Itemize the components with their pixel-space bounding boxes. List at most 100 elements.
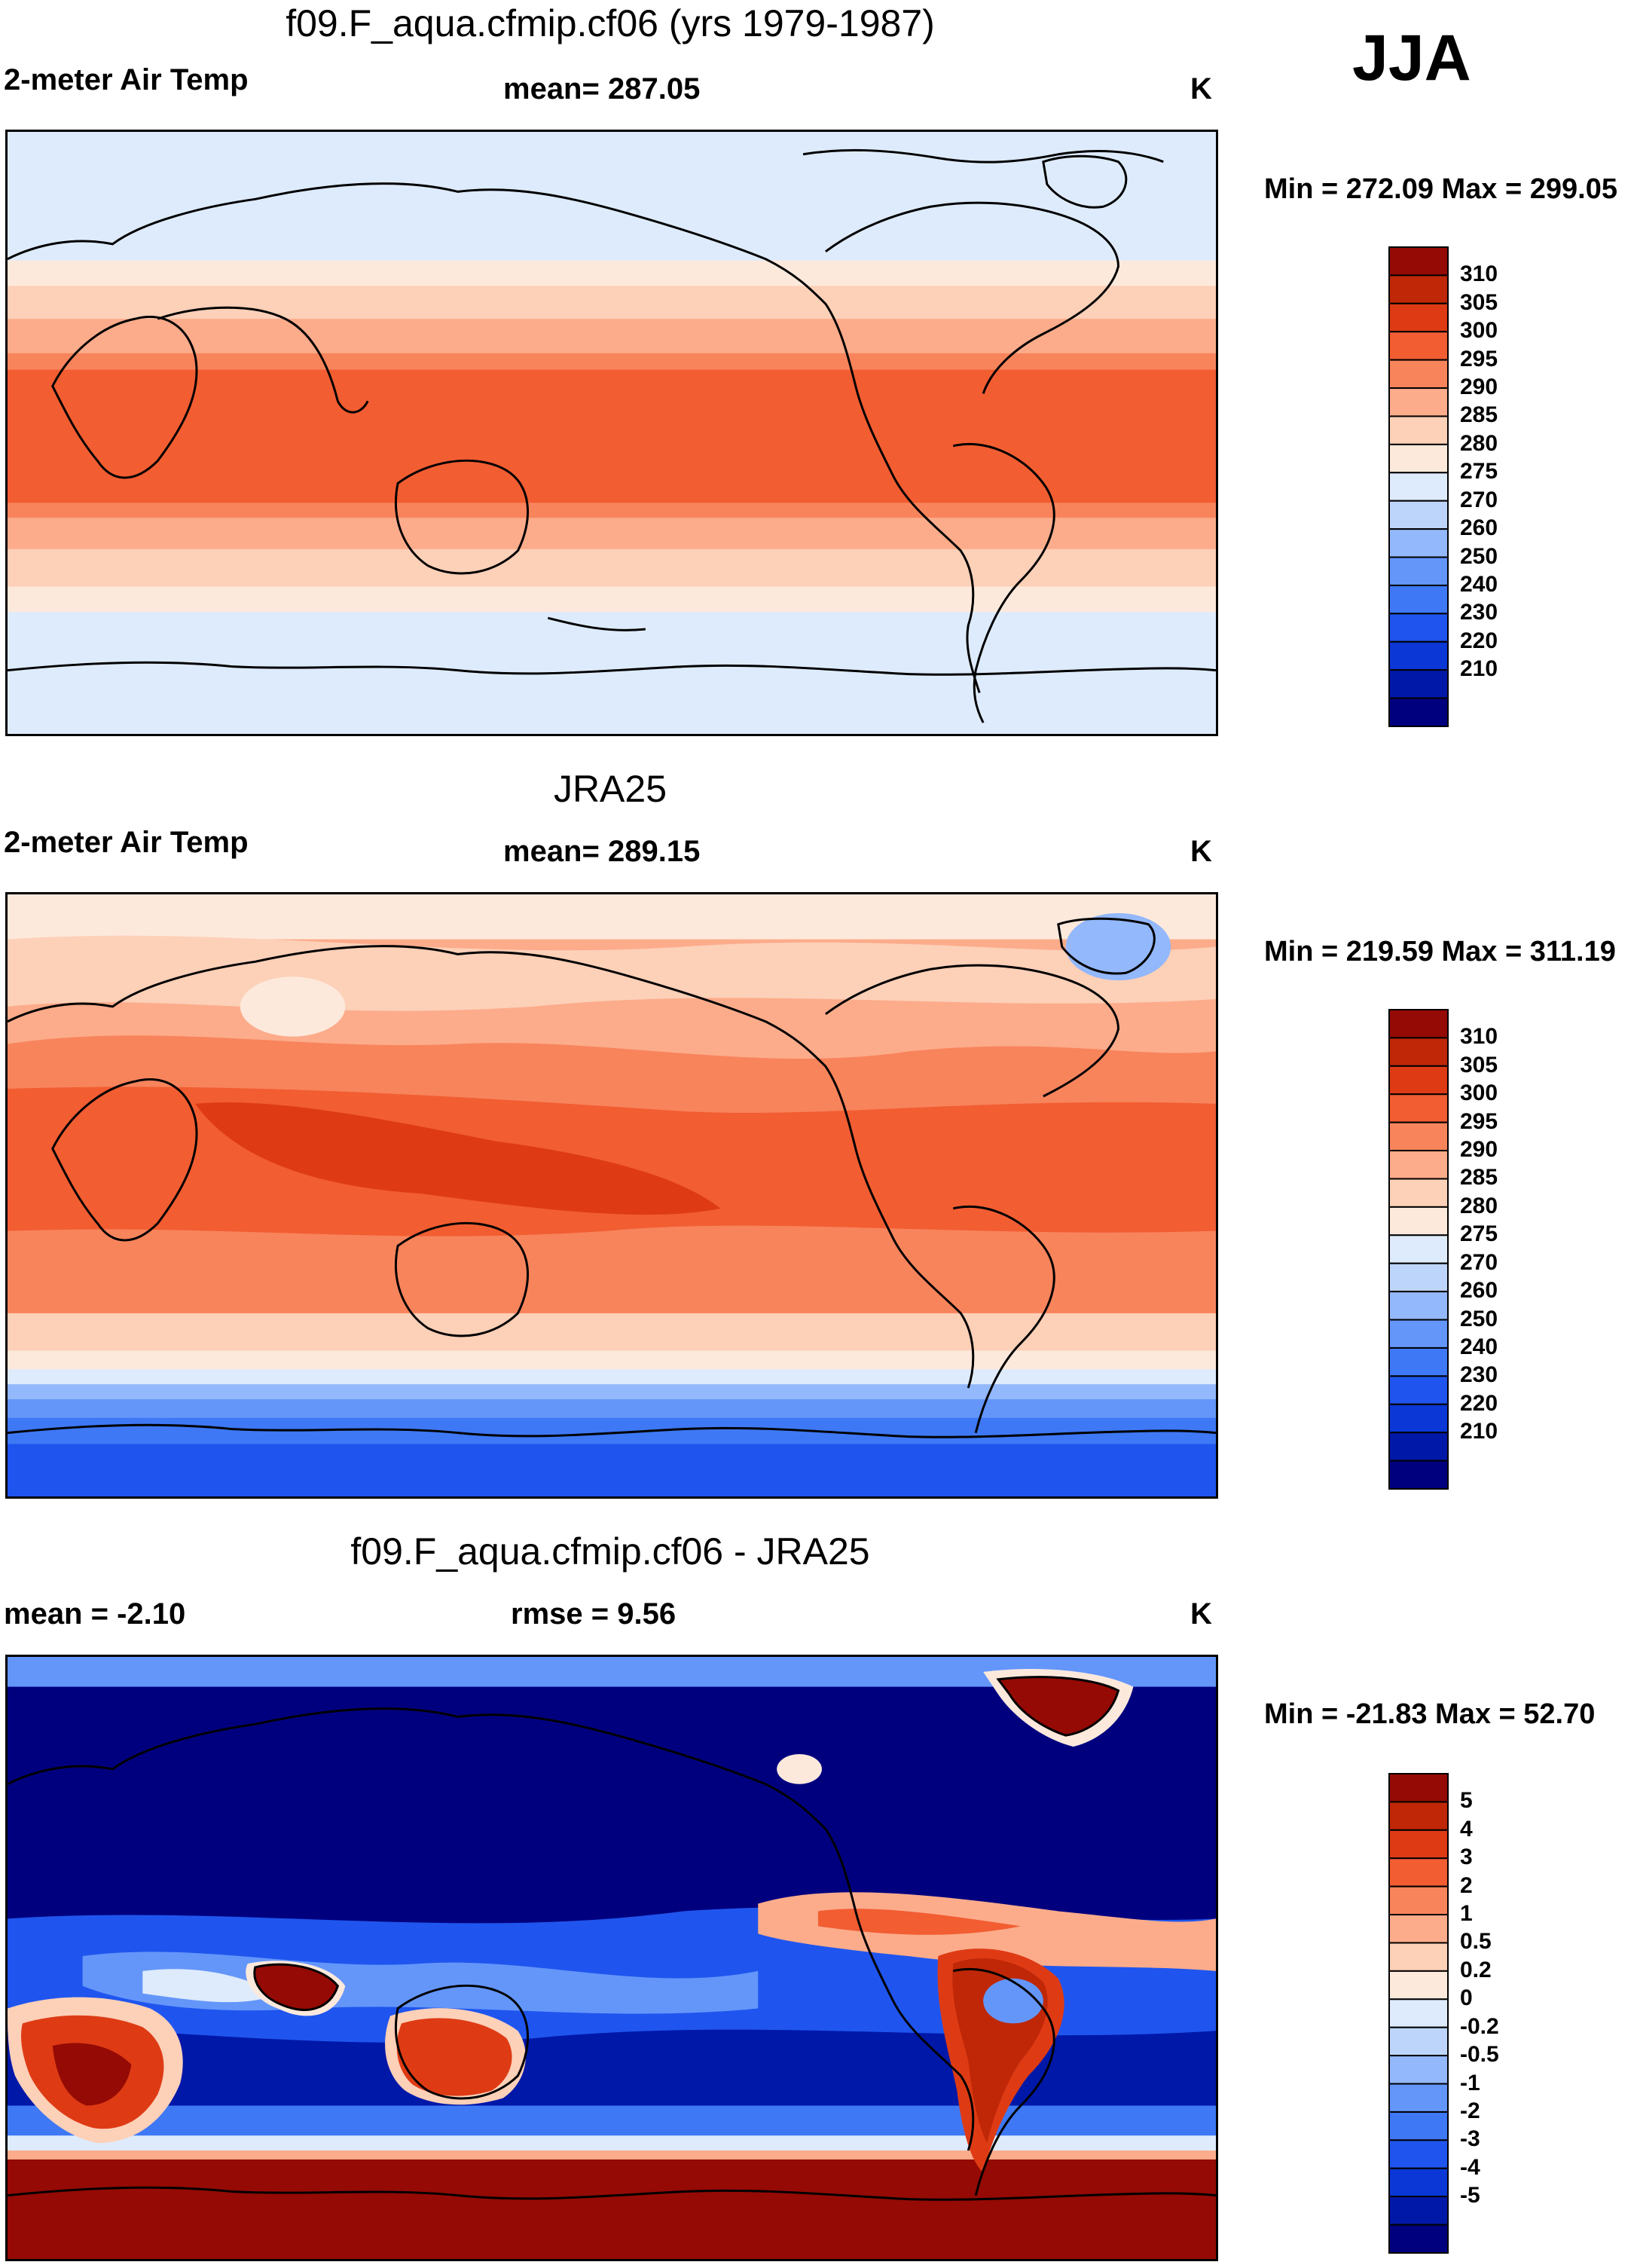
colorbar-tick-label: -0.5: [1460, 2042, 1499, 2068]
colorbar-swatch: [1388, 1291, 1449, 1321]
colorbar-tick-label: 275: [1460, 1221, 1498, 1247]
colorbar-swatch: [1388, 415, 1449, 445]
colorbar-swatch: [1388, 1065, 1449, 1096]
colorbar-swatch: [1388, 528, 1449, 558]
panel-2-variable-label: 2-meter Air Temp: [4, 826, 249, 859]
colorbar-swatch: [1388, 2196, 1449, 2226]
panel-2-mean-label: mean= 289.15: [503, 835, 701, 868]
colorbar-tick-label: -0.2: [1460, 2013, 1499, 2039]
colorbar-swatch: [1388, 472, 1449, 502]
colorbar-tick-label: 285: [1460, 402, 1498, 428]
colorbar-tick-label: 1: [1460, 1901, 1473, 1927]
panel-2-colorbar: [1388, 1008, 1449, 1494]
panel-3-minmax: Min = -21.83 Max = 52.70: [1264, 1698, 1596, 1730]
panel-1-colorbar: [1388, 246, 1449, 732]
colorbar-swatch: [1388, 246, 1449, 277]
colorbar-swatch: [1388, 1460, 1449, 1490]
colorbar-tick-label: 275: [1460, 459, 1498, 484]
panel-2-units: K: [1190, 835, 1212, 868]
colorbar-tick-label: 230: [1460, 600, 1498, 625]
colorbar-tick-label: 290: [1460, 1137, 1498, 1163]
panel-2-map: [5, 892, 1218, 1499]
colorbar-swatch: [1388, 500, 1449, 530]
colorbar-swatch: [1388, 1403, 1449, 1434]
colorbar-swatch: [1388, 1093, 1449, 1123]
colorbar-tick-label: 2: [1460, 1872, 1473, 1898]
colorbar-swatch: [1388, 1773, 1449, 1803]
colorbar-tick-label: 300: [1460, 1081, 1498, 1106]
colorbar-swatch: [1388, 1262, 1449, 1293]
colorbar-tick-label: -4: [1460, 2154, 1480, 2180]
colorbar-swatch: [1388, 1319, 1449, 1349]
colorbar-tick-label: -2: [1460, 2098, 1480, 2123]
colorbar-tick-label: 310: [1460, 1024, 1498, 1050]
colorbar-swatch: [1388, 359, 1449, 390]
colorbar-tick-label: -1: [1460, 2070, 1480, 2095]
colorbar-swatch: [1388, 274, 1449, 304]
colorbar-swatch: [1388, 1970, 1449, 2001]
colorbar-tick-label: 0.5: [1460, 1929, 1492, 1955]
colorbar-swatch: [1388, 584, 1449, 615]
colorbar-swatch: [1388, 1037, 1449, 1067]
colorbar-swatch: [1388, 1914, 1449, 1944]
panel-2-map-plot: [8, 894, 1216, 1496]
colorbar-tick-label: 4: [1460, 1816, 1473, 1842]
colorbar-swatch: [1388, 387, 1449, 417]
colorbar-tick-label: 240: [1460, 571, 1498, 597]
colorbar-swatch: [1388, 1942, 1449, 1972]
colorbar-swatch: [1388, 2083, 1449, 2113]
colorbar-tick-label: -5: [1460, 2183, 1480, 2208]
colorbar-tick-label: 280: [1460, 430, 1498, 456]
colorbar-tick-label: 305: [1460, 1052, 1498, 1077]
colorbar-tick-label: 260: [1460, 1278, 1498, 1304]
colorbar-tick-label: 220: [1460, 628, 1498, 653]
panel-1-map-plot: [8, 132, 1216, 734]
colorbar-swatch: [1388, 1178, 1449, 1208]
panel-1-minmax: Min = 272.09 Max = 299.05: [1264, 173, 1617, 205]
colorbar-swatch: [1388, 1829, 1449, 1860]
panel-3-colorbar-swatches: [1388, 1773, 1449, 2254]
colorbar-swatch: [1388, 669, 1449, 699]
panel-2-colorbar-swatches: [1388, 1009, 1449, 1490]
panel-3-title: f09.F_aqua.cfmip.cf06 - JRA25: [350, 1530, 870, 1573]
colorbar-tick-label: 240: [1460, 1334, 1498, 1359]
colorbar-swatch: [1388, 2055, 1449, 2085]
panel-2-title: JRA25: [553, 768, 667, 810]
colorbar-swatch: [1388, 2167, 1449, 2198]
colorbar-tick-label: 0.2: [1460, 1957, 1492, 1982]
panel-1-title: f09.F_aqua.cfmip.cf06 (yrs 1979-1987): [286, 2, 935, 44]
colorbar-tick-label: 0: [1460, 1985, 1473, 2011]
colorbar-tick-label: 260: [1460, 515, 1498, 541]
panel-2-minmax: Min = 219.59 Max = 311.19: [1264, 936, 1616, 967]
colorbar-tick-label: -3: [1460, 2126, 1480, 2152]
colorbar-swatch: [1388, 1375, 1449, 1405]
panel-1-units: K: [1190, 72, 1212, 105]
colorbar-tick-label: 290: [1460, 374, 1498, 400]
colorbar-tick-label: 250: [1460, 543, 1498, 569]
colorbar-swatch: [1388, 640, 1449, 671]
colorbar-swatch: [1388, 1998, 1449, 2028]
colorbar-swatch: [1388, 2139, 1449, 2169]
colorbar-swatch: [1388, 556, 1449, 586]
panel-3-rmse-label: rmse = 9.56: [511, 1597, 677, 1631]
colorbar-swatch: [1388, 2026, 1449, 2057]
colorbar-swatch: [1388, 1885, 1449, 1916]
colorbar-swatch: [1388, 302, 1449, 333]
panel-3-map-plot: [8, 1657, 1216, 2259]
colorbar-swatch: [1388, 1206, 1449, 1236]
colorbar-swatch: [1388, 2111, 1449, 2141]
season-label: JJA: [1352, 22, 1471, 94]
colorbar-tick-label: 270: [1460, 487, 1498, 512]
panel-3-colorbar: [1388, 1772, 1449, 2258]
colorbar-tick-label: 250: [1460, 1306, 1498, 1331]
colorbar-swatch: [1388, 1801, 1449, 1831]
colorbar-swatch: [1388, 1346, 1449, 1377]
colorbar-swatch: [1388, 1009, 1449, 1039]
colorbar-tick-label: 305: [1460, 289, 1498, 315]
colorbar-swatch: [1388, 1234, 1449, 1264]
panel-1-map: [5, 130, 1218, 736]
colorbar-tick-label: 5: [1460, 1788, 1473, 1814]
colorbar-swatch: [1388, 697, 1449, 728]
colorbar-tick-label: 3: [1460, 1845, 1473, 1870]
colorbar-tick-label: 300: [1460, 318, 1498, 344]
